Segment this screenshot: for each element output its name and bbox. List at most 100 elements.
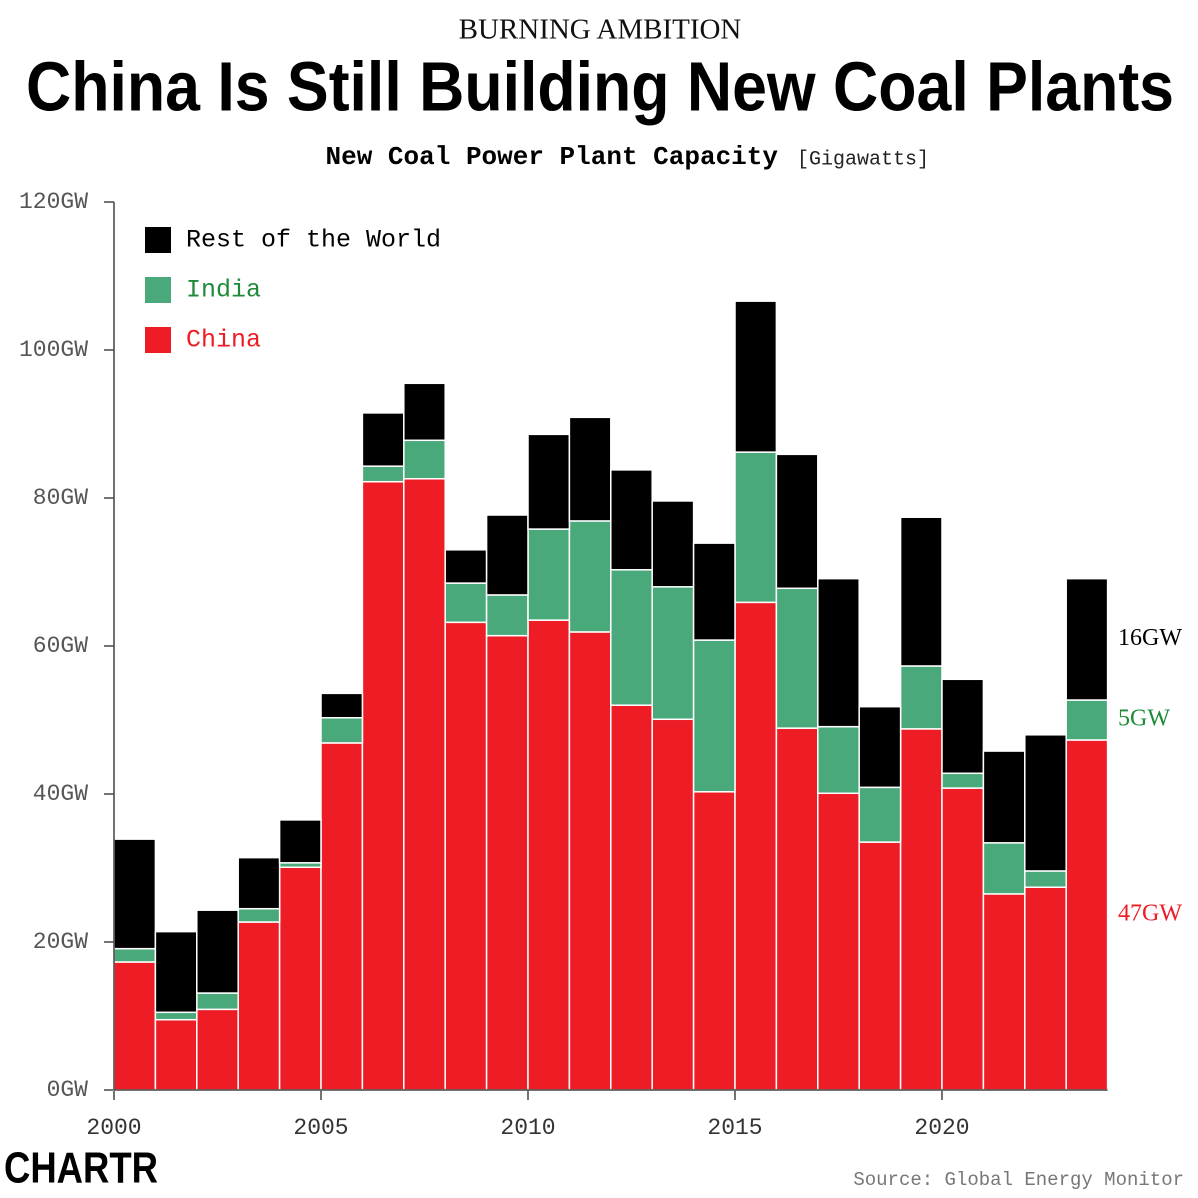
bar-segment xyxy=(734,451,778,604)
bar-segment xyxy=(817,725,860,795)
legend-label: China xyxy=(186,326,261,355)
bar-segment xyxy=(154,930,198,1014)
bar-segment xyxy=(1024,734,1067,872)
bar-segment xyxy=(237,907,281,923)
bar-segment xyxy=(1065,739,1109,1091)
plot-area: 0GW 20GW 40GW 60GW 80GW 100GW 120GW 2000 2005 201… xyxy=(19,189,1182,1141)
x-tick-label: 2005 xyxy=(293,1115,348,1141)
bar-segment xyxy=(403,478,446,1091)
bar-segment xyxy=(320,742,364,1091)
bar-segment xyxy=(237,856,281,910)
bar-segment xyxy=(113,961,157,1091)
bar-segment xyxy=(527,619,571,1091)
bar-segment xyxy=(361,412,405,467)
bar-segment xyxy=(817,792,860,1091)
x-tick-label: 2000 xyxy=(86,1115,141,1141)
chart-subtitle: New Coal Power Plant Capacity xyxy=(326,142,779,172)
bar-segment xyxy=(237,921,281,1091)
bar-segment xyxy=(651,500,695,588)
chart-title: China Is Still Building New Coal Plants xyxy=(26,47,1174,125)
value-label: 5GW xyxy=(1118,706,1170,732)
bar-segment xyxy=(527,528,571,621)
bar-segment xyxy=(485,634,529,1091)
y-tick-label: 40GW xyxy=(33,781,88,807)
bar-segment xyxy=(899,665,943,730)
bar-segment xyxy=(568,631,612,1091)
legend-swatch xyxy=(145,327,171,353)
bar-segment xyxy=(527,433,571,530)
bar-segment xyxy=(1024,870,1067,888)
value-label: 16GW xyxy=(1118,625,1182,651)
bar-segment xyxy=(1024,886,1067,1091)
bar-segment xyxy=(775,453,819,590)
legend-swatch xyxy=(145,277,171,303)
y-tick-label: 120GW xyxy=(19,189,88,215)
bar-segment xyxy=(320,692,364,719)
bar-segment xyxy=(154,1018,198,1091)
legend-label: India xyxy=(186,276,261,305)
bar-segment xyxy=(1065,577,1109,701)
bar-segment xyxy=(278,819,322,864)
bar-segment xyxy=(113,838,157,950)
bar-segment xyxy=(278,866,322,1091)
unit-note: [Gigawatts] xyxy=(797,148,929,171)
bar-segment xyxy=(651,718,695,1091)
y-tick-label: 60GW xyxy=(33,633,88,659)
bar-segment xyxy=(651,586,695,721)
bar-segment xyxy=(1065,699,1109,741)
logo: CHARTR xyxy=(4,1144,158,1193)
bar-segment xyxy=(610,469,653,571)
value-label: 47GW xyxy=(1118,900,1182,926)
bar-segment xyxy=(196,909,239,994)
bar-segment xyxy=(154,1011,198,1021)
bar-segment xyxy=(320,717,364,744)
bar-segment xyxy=(941,772,985,789)
legend-swatch xyxy=(145,227,171,253)
x-tick-label: 2010 xyxy=(500,1115,555,1141)
bar-segment xyxy=(403,382,446,442)
bar-segment xyxy=(403,439,446,480)
x-tick-label: 2015 xyxy=(707,1115,762,1141)
y-tick-label: 100GW xyxy=(19,337,88,363)
bar-segment xyxy=(734,300,778,453)
bar-segment xyxy=(775,727,819,1091)
bar-segment xyxy=(858,705,902,789)
bar-segment xyxy=(941,678,985,775)
bar-segment xyxy=(982,750,1026,844)
bar-segment xyxy=(982,893,1026,1091)
bar-segment xyxy=(610,569,653,706)
bar-segment xyxy=(692,791,736,1091)
x-tick-label: 2020 xyxy=(914,1115,969,1141)
bar-segment xyxy=(444,549,488,584)
legend-label: Rest of the World xyxy=(186,226,441,255)
y-tick-label: 20GW xyxy=(33,929,88,955)
y-tick-label: 0GW xyxy=(47,1077,89,1103)
bar-segment xyxy=(444,582,488,624)
bar-segment xyxy=(485,514,529,596)
bar-segment xyxy=(444,621,488,1091)
bar-segment xyxy=(568,416,612,522)
bar-segment xyxy=(196,992,239,1011)
bar-segment xyxy=(113,947,157,963)
bar-segment xyxy=(361,480,405,1091)
bar-segment xyxy=(692,639,736,793)
bar-segment xyxy=(734,601,778,1091)
bar-segment xyxy=(817,577,860,728)
bar-segment xyxy=(610,704,653,1091)
bar-segment xyxy=(568,520,612,633)
bar-segment xyxy=(858,786,902,843)
bar-segment xyxy=(982,842,1026,895)
bar-segment xyxy=(899,516,943,667)
bar-segment xyxy=(858,841,902,1091)
bar-segment xyxy=(692,542,736,641)
bar-segment xyxy=(899,728,943,1091)
source: Source: Global Energy Monitor xyxy=(853,1169,1184,1191)
y-tick-label: 80GW xyxy=(33,485,88,511)
bar-segment xyxy=(941,787,985,1091)
bar-segment xyxy=(361,465,405,483)
kicker: BURNING AMBITION xyxy=(459,14,742,46)
bar-segment xyxy=(196,1008,239,1091)
bar-segment xyxy=(775,587,819,729)
bar-segment xyxy=(485,594,529,637)
